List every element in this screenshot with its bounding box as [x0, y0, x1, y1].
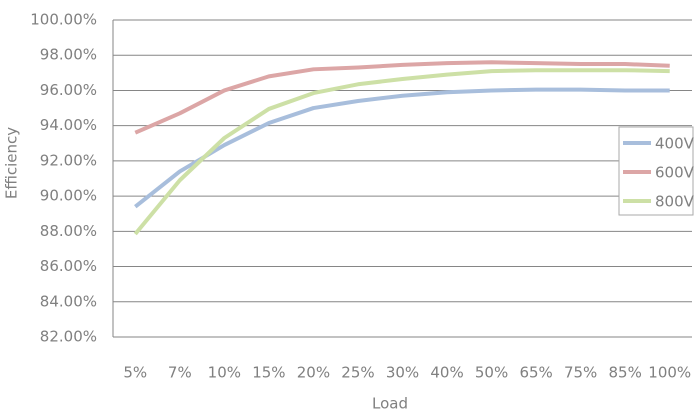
x-tick-label: 85%	[609, 364, 642, 382]
y-tick-label: 100.00%	[30, 11, 97, 29]
x-tick-label: 50%	[475, 364, 508, 382]
y-tick-label: 82.00%	[40, 328, 97, 346]
y-tick-label: 84.00%	[40, 292, 97, 310]
x-tick-label: 40%	[430, 364, 463, 382]
x-tick-label: 7%	[168, 364, 192, 382]
series-line	[134, 60, 670, 135]
y-tick-label: 86.00%	[40, 257, 97, 275]
series-line	[134, 87, 670, 209]
x-tick-label: 15%	[252, 364, 285, 382]
x-tick-label: 65%	[519, 364, 552, 382]
x-tick-label: 30%	[386, 364, 419, 382]
x-tick-label: 25%	[341, 364, 374, 382]
legend-label: 800V	[655, 193, 695, 211]
y-tick-label: 98.00%	[40, 46, 97, 64]
y-tick-label: 96.00%	[40, 81, 97, 99]
legend-label: 600V	[655, 164, 695, 182]
x-axis-label: Load	[372, 395, 408, 413]
x-tick-label: 20%	[297, 364, 330, 382]
y-tick-label: 90.00%	[40, 187, 97, 205]
series-line	[133, 68, 670, 236]
y-tick-label: 92.00%	[40, 151, 97, 169]
x-tick-label: 5%	[123, 364, 147, 382]
x-tick-label: 10%	[208, 364, 241, 382]
legend-label: 400V	[655, 135, 695, 153]
y-axis-label: Efficiency	[3, 127, 21, 199]
x-tick-label: 100%	[648, 364, 691, 382]
y-tick-label: 88.00%	[40, 222, 97, 240]
y-tick-label: 94.00%	[40, 116, 97, 134]
x-tick-label: 75%	[564, 364, 597, 382]
